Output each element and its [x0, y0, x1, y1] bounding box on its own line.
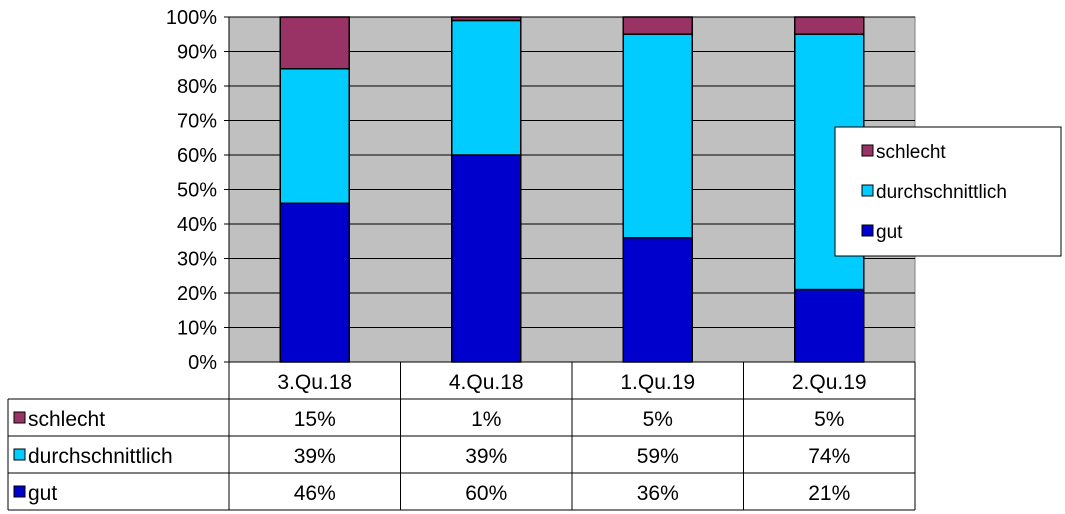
series-name: schlecht: [28, 408, 105, 431]
y-tick-label: 10%: [177, 318, 217, 340]
data-label: 39%: [465, 445, 507, 468]
data-label: 36%: [637, 482, 679, 505]
legend-label: gut: [876, 222, 903, 243]
legend-label: schlecht: [876, 142, 946, 163]
data-label: 15%: [294, 408, 336, 431]
y-tick-label: 60%: [177, 145, 217, 167]
y-tick-label: 80%: [177, 76, 217, 98]
bar-segment: [451, 16, 522, 22]
series-name: durchschnittlich: [28, 445, 173, 468]
series-name: gut: [28, 482, 57, 505]
category-label: 1.Qu.19: [620, 371, 695, 394]
y-tick-label: 90%: [177, 42, 217, 64]
data-label: 5%: [643, 408, 673, 431]
bar-segment: [279, 68, 350, 205]
data-label: 21%: [808, 482, 850, 505]
legend-key: [861, 184, 874, 197]
bar-segment: [279, 16, 350, 70]
bar-segment: [622, 16, 693, 35]
table-legend-key: [13, 448, 26, 461]
bar-segment: [794, 16, 865, 35]
data-label: 1%: [471, 408, 501, 431]
bar-segment: [279, 202, 350, 363]
y-tick-label: 30%: [177, 249, 217, 271]
table-legend-key: [13, 411, 26, 424]
data-label: 74%: [808, 445, 850, 468]
category-label: 2.Qu.19: [792, 371, 867, 394]
table-legend-key: [13, 485, 26, 498]
legend-key: [861, 144, 874, 157]
y-tick-label: 40%: [177, 214, 217, 236]
data-label: 60%: [465, 482, 507, 505]
y-tick-label: 50%: [177, 180, 217, 202]
data-label: 5%: [814, 408, 844, 431]
bar-segment: [794, 288, 865, 363]
data-label: 39%: [294, 445, 336, 468]
bar-segment: [622, 33, 693, 239]
category-label: 3.Qu.18: [277, 371, 352, 394]
legend-key: [861, 224, 874, 237]
bar-segment: [451, 154, 522, 363]
y-tick-label: 100%: [166, 7, 217, 29]
category-label: 4.Qu.18: [449, 371, 524, 394]
data-label: 59%: [637, 445, 679, 468]
bar-segment: [622, 237, 693, 363]
y-tick-label: 70%: [177, 111, 217, 133]
data-label: 46%: [294, 482, 336, 505]
y-tick-label: 20%: [177, 283, 217, 305]
bar-segment: [451, 19, 522, 156]
legend-label: durchschnittlich: [876, 182, 1007, 203]
y-tick-label: 0%: [188, 352, 217, 374]
